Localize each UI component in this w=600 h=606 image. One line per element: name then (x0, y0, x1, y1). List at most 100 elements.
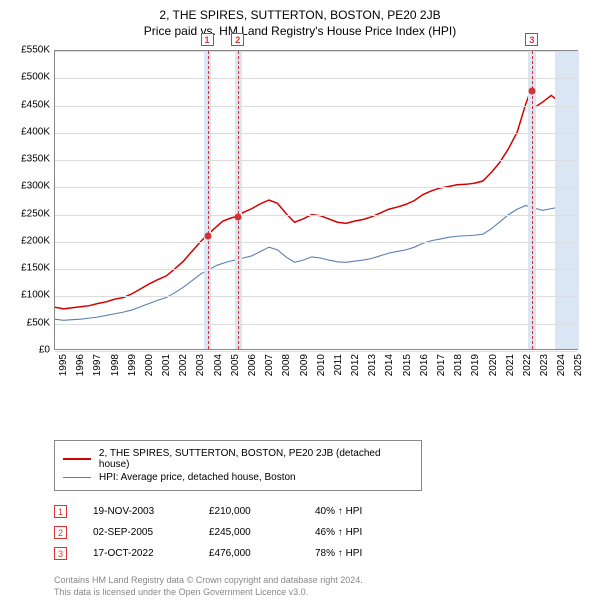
sale-dot (235, 214, 242, 221)
x-axis-label: 2013 (367, 354, 378, 376)
title-subtitle: Price paid vs. HM Land Registry's House … (10, 24, 590, 38)
legend-swatch-property (63, 458, 91, 460)
sale-date: 17-OCT-2022 (93, 548, 183, 559)
gridline (55, 106, 577, 107)
y-axis-label: £300K (8, 181, 50, 192)
x-axis-label: 2007 (264, 354, 275, 376)
plot-area: 123 (54, 50, 578, 350)
x-axis-label: 2018 (453, 354, 464, 376)
x-axis-label: 2020 (488, 354, 499, 376)
sale-pct: 78% ↑ HPI (315, 548, 405, 559)
x-axis-label: 2022 (522, 354, 533, 376)
sale-marker: 2 (231, 33, 244, 46)
gridline (55, 51, 577, 52)
sale-marker-small: 3 (54, 547, 67, 560)
footer-attribution: Contains HM Land Registry data © Crown c… (54, 574, 574, 598)
gridline (55, 269, 577, 270)
sale-vline (208, 51, 209, 349)
sale-price: £476,000 (209, 548, 289, 559)
gridline (55, 324, 577, 325)
footer-line1: Contains HM Land Registry data © Crown c… (54, 574, 574, 586)
x-axis-label: 2008 (281, 354, 292, 376)
x-axis-label: 2012 (350, 354, 361, 376)
x-axis-label: 1998 (110, 354, 121, 376)
y-axis-label: £150K (8, 263, 50, 274)
line-series-svg (55, 51, 577, 349)
sale-row: 3 17-OCT-2022 £476,000 78% ↑ HPI (54, 543, 574, 564)
footer-line2: This data is licensed under the Open Gov… (54, 586, 574, 598)
x-axis-label: 1996 (75, 354, 86, 376)
y-axis-label: £200K (8, 235, 50, 246)
legend-label-hpi: HPI: Average price, detached house, Bost… (99, 472, 296, 483)
y-axis-label: £400K (8, 126, 50, 137)
y-axis-label: £50K (8, 317, 50, 328)
x-axis-label: 2010 (316, 354, 327, 376)
gridline (55, 133, 577, 134)
x-axis-label: 2003 (195, 354, 206, 376)
sale-date: 19-NOV-2003 (93, 506, 183, 517)
y-axis-label: £350K (8, 154, 50, 165)
sale-marker-small: 2 (54, 526, 67, 539)
shaded-band (555, 51, 579, 349)
x-axis-label: 1999 (127, 354, 138, 376)
x-axis-label: 2016 (419, 354, 430, 376)
x-axis-label: 2024 (556, 354, 567, 376)
title-address: 2, THE SPIRES, SUTTERTON, BOSTON, PE20 2… (10, 8, 590, 22)
sale-pct: 40% ↑ HPI (315, 506, 405, 517)
sale-vline (238, 51, 239, 349)
legend-label-property: 2, THE SPIRES, SUTTERTON, BOSTON, PE20 2… (99, 448, 413, 470)
y-axis-label: £0 (8, 345, 50, 356)
sale-dot (529, 88, 536, 95)
series-property (55, 91, 568, 309)
gridline (55, 215, 577, 216)
x-axis-label: 2021 (505, 354, 516, 376)
gridline (55, 78, 577, 79)
chart-title: 2, THE SPIRES, SUTTERTON, BOSTON, PE20 2… (10, 8, 590, 38)
gridline (55, 351, 577, 352)
x-axis-label: 2006 (247, 354, 258, 376)
sale-marker: 1 (201, 33, 214, 46)
x-axis-label: 2000 (144, 354, 155, 376)
legend-swatch-hpi (63, 477, 91, 478)
x-axis-label: 2009 (299, 354, 310, 376)
x-axis-label: 2015 (402, 354, 413, 376)
x-axis-label: 2001 (161, 354, 172, 376)
y-axis-label: £450K (8, 99, 50, 110)
gridline (55, 187, 577, 188)
gridline (55, 242, 577, 243)
x-axis-label: 2017 (436, 354, 447, 376)
chart-area: 123 £0 £50K £100K £150K £200K £250K £300K £350K… (10, 44, 590, 394)
chart-container: 2, THE SPIRES, SUTTERTON, BOSTON, PE20 2… (0, 0, 600, 606)
sale-price: £210,000 (209, 506, 289, 517)
x-axis-label: 2019 (470, 354, 481, 376)
sale-row: 1 19-NOV-2003 £210,000 40% ↑ HPI (54, 501, 574, 522)
y-axis-label: £550K (8, 45, 50, 56)
y-axis-label: £500K (8, 72, 50, 83)
x-axis-label: 2014 (384, 354, 395, 376)
sale-date: 02-SEP-2005 (93, 527, 183, 538)
sale-marker-small: 1 (54, 505, 67, 518)
x-axis-label: 2023 (539, 354, 550, 376)
sale-marker: 3 (525, 33, 538, 46)
y-axis-label: £250K (8, 208, 50, 219)
gridline (55, 160, 577, 161)
x-axis-label: 1995 (58, 354, 69, 376)
x-axis-label: 1997 (92, 354, 103, 376)
x-axis-label: 2004 (213, 354, 224, 376)
legend-row: 2, THE SPIRES, SUTTERTON, BOSTON, PE20 2… (63, 448, 413, 470)
gridline (55, 296, 577, 297)
x-axis-label: 2005 (230, 354, 241, 376)
legend-row: HPI: Average price, detached house, Bost… (63, 472, 413, 483)
x-axis-label: 2011 (333, 354, 344, 376)
series-hpi (55, 205, 568, 320)
x-axis-label: 2025 (573, 354, 584, 376)
x-axis-label: 2002 (178, 354, 189, 376)
sale-row: 2 02-SEP-2005 £245,000 46% ↑ HPI (54, 522, 574, 543)
sales-table: 1 19-NOV-2003 £210,000 40% ↑ HPI 2 02-SEP-200… (54, 501, 574, 564)
y-axis-label: £100K (8, 290, 50, 301)
sale-pct: 46% ↑ HPI (315, 527, 405, 538)
sale-price: £245,000 (209, 527, 289, 538)
legend-box: 2, THE SPIRES, SUTTERTON, BOSTON, PE20 2… (54, 440, 422, 491)
sale-vline (532, 51, 533, 349)
sale-dot (204, 233, 211, 240)
